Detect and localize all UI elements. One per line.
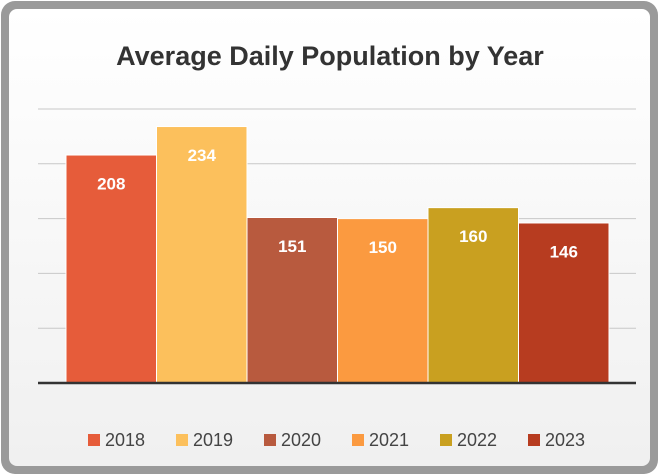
bar — [337, 218, 429, 384]
legend-label: 2022 — [457, 430, 497, 450]
legend-swatch — [176, 434, 188, 446]
legend-swatch — [264, 434, 276, 446]
legend-label: 2019 — [193, 430, 233, 450]
data-label: 208 — [97, 175, 125, 194]
legend-label: 2020 — [281, 430, 321, 450]
chart-title: Average Daily Population by Year — [116, 41, 544, 71]
data-label: 151 — [278, 237, 306, 256]
data-label: 160 — [459, 227, 487, 246]
bar — [156, 126, 248, 384]
bar — [518, 222, 610, 384]
legend-swatch — [440, 434, 452, 446]
legend-label: 2023 — [545, 430, 585, 450]
legend-swatch — [88, 434, 100, 446]
bar — [427, 207, 519, 384]
data-label: 234 — [188, 146, 217, 165]
legend-swatch — [528, 434, 540, 446]
bar — [246, 217, 338, 384]
data-label: 146 — [550, 242, 578, 261]
legend-label: 2021 — [369, 430, 409, 450]
legend-label: 2018 — [105, 430, 145, 450]
data-label: 150 — [369, 238, 397, 257]
legend-swatch — [352, 434, 364, 446]
